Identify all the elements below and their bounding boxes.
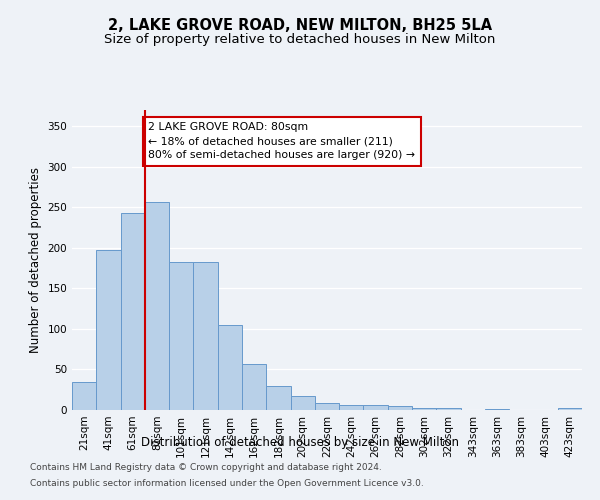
Bar bbox=[412, 408, 436, 410]
Text: Contains public sector information licensed under the Open Government Licence v3: Contains public sector information licen… bbox=[30, 478, 424, 488]
Bar bbox=[485, 409, 509, 410]
Y-axis label: Number of detached properties: Number of detached properties bbox=[29, 167, 42, 353]
Bar bbox=[96, 250, 121, 410]
Bar bbox=[364, 405, 388, 410]
Bar bbox=[72, 382, 96, 410]
Bar bbox=[436, 408, 461, 410]
Text: Size of property relative to detached houses in New Milton: Size of property relative to detached ho… bbox=[104, 32, 496, 46]
Bar bbox=[339, 405, 364, 410]
Bar bbox=[290, 396, 315, 410]
Text: 2 LAKE GROVE ROAD: 80sqm
← 18% of detached houses are smaller (211)
80% of semi-: 2 LAKE GROVE ROAD: 80sqm ← 18% of detach… bbox=[149, 122, 415, 160]
Bar bbox=[169, 262, 193, 410]
Bar bbox=[121, 213, 145, 410]
Text: Contains HM Land Registry data © Crown copyright and database right 2024.: Contains HM Land Registry data © Crown c… bbox=[30, 464, 382, 472]
Bar bbox=[266, 386, 290, 410]
Text: Distribution of detached houses by size in New Milton: Distribution of detached houses by size … bbox=[141, 436, 459, 449]
Bar bbox=[388, 406, 412, 410]
Bar bbox=[193, 262, 218, 410]
Bar bbox=[315, 402, 339, 410]
Text: 2, LAKE GROVE ROAD, NEW MILTON, BH25 5LA: 2, LAKE GROVE ROAD, NEW MILTON, BH25 5LA bbox=[108, 18, 492, 32]
Bar bbox=[145, 202, 169, 410]
Bar bbox=[558, 408, 582, 410]
Bar bbox=[218, 325, 242, 410]
Bar bbox=[242, 364, 266, 410]
